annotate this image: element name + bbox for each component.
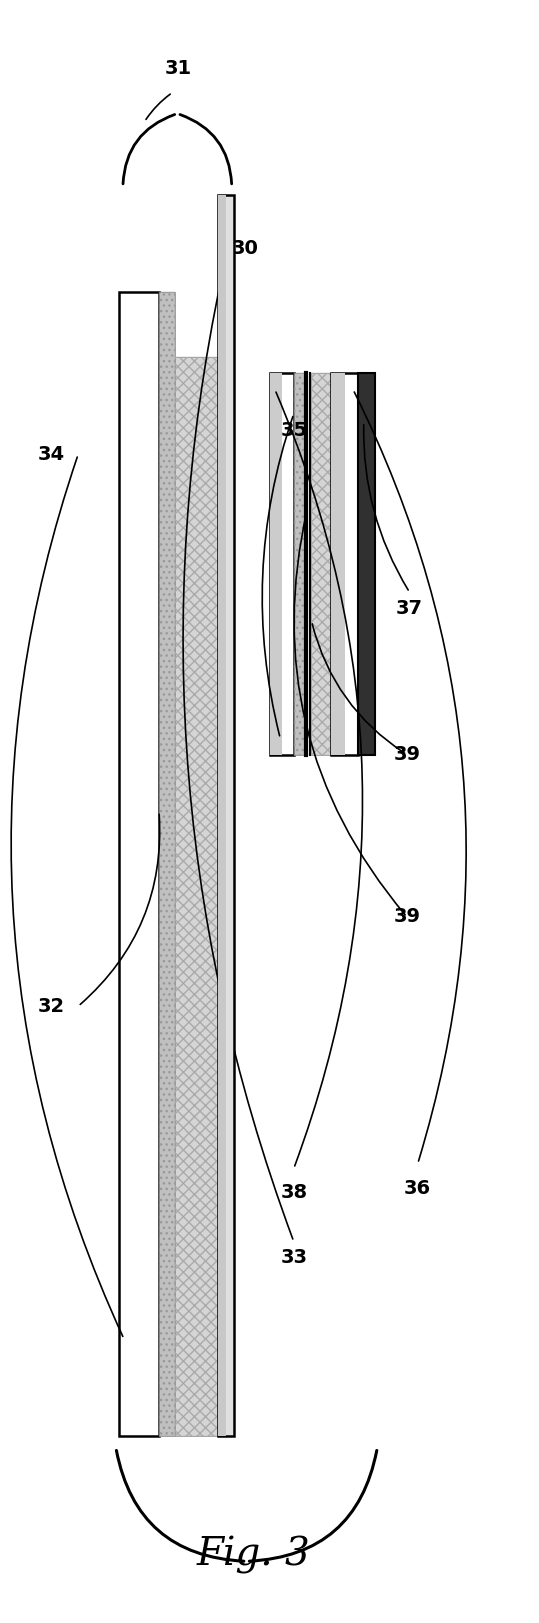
- Bar: [159, 292, 175, 1436]
- Bar: [331, 373, 358, 755]
- Bar: [311, 373, 331, 755]
- Bar: [218, 195, 234, 1436]
- Text: 32: 32: [38, 997, 65, 1016]
- Bar: [175, 357, 218, 1436]
- Bar: [159, 292, 175, 1436]
- Text: Fig. 3: Fig. 3: [196, 1535, 310, 1574]
- Text: 35: 35: [280, 420, 307, 440]
- Text: 34: 34: [38, 445, 65, 464]
- Text: 30: 30: [232, 239, 259, 258]
- Bar: [294, 373, 305, 755]
- Bar: [331, 373, 345, 755]
- Bar: [218, 195, 226, 1436]
- Text: 33: 33: [280, 1248, 307, 1268]
- Text: 37: 37: [396, 599, 423, 618]
- Bar: [119, 292, 159, 1436]
- Text: 31: 31: [164, 58, 191, 78]
- Text: 36: 36: [404, 1178, 431, 1198]
- Bar: [270, 373, 281, 755]
- Text: 39: 39: [393, 907, 420, 927]
- Text: 39: 39: [393, 745, 420, 764]
- Bar: [358, 373, 375, 755]
- Bar: [311, 373, 331, 755]
- Bar: [294, 373, 305, 755]
- Text: 38: 38: [280, 1183, 307, 1203]
- Bar: [270, 373, 294, 755]
- Bar: [175, 357, 218, 1436]
